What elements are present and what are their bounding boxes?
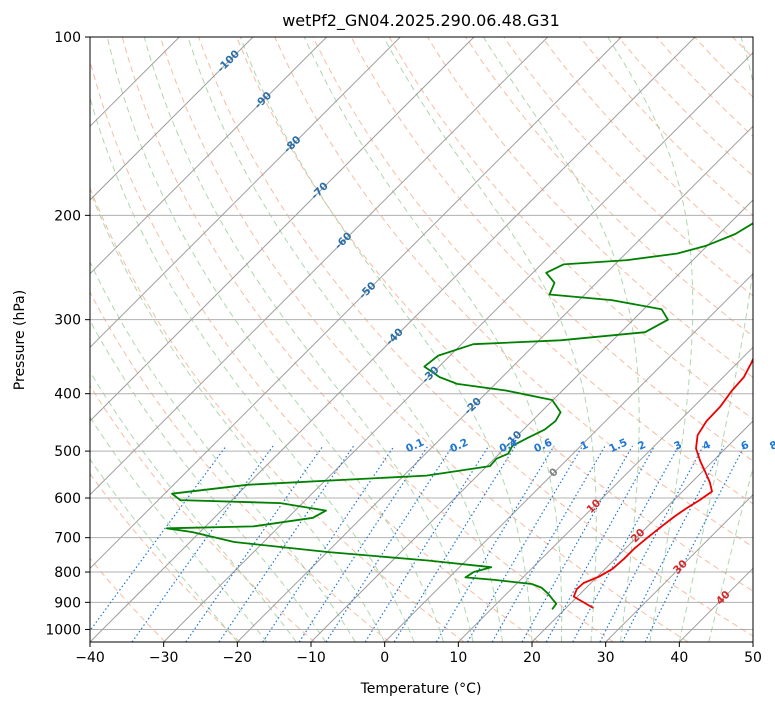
isotherm bbox=[384, 272, 753, 642]
moist-adiabat bbox=[303, 37, 563, 642]
y-tick-label: 900 bbox=[54, 595, 81, 611]
mixing-ratio-line bbox=[466, 445, 584, 642]
moist-adiabat bbox=[239, 37, 533, 642]
mixing-ratio-line bbox=[621, 445, 725, 642]
x-tick-label: 20 bbox=[523, 650, 541, 666]
moist-adiabat bbox=[187, 37, 503, 642]
moist-adiabat bbox=[90, 189, 386, 642]
moist-adiabat bbox=[90, 416, 268, 642]
isotherm bbox=[90, 37, 401, 349]
dewpoint-line bbox=[165, 222, 753, 610]
y-tick-label: 100 bbox=[54, 30, 81, 46]
x-axis-title: Temperature (°C) bbox=[360, 681, 482, 697]
moist-adiabat bbox=[90, 319, 327, 642]
mixing-ratio-label: 3 bbox=[672, 439, 684, 453]
isotherm bbox=[163, 51, 753, 642]
moist-adiabat bbox=[708, 466, 753, 642]
axes: −40 −30 −20 −10 0 10 20 30 40 50 100 200 300 400 500 60… bbox=[45, 30, 762, 666]
data-series bbox=[165, 222, 753, 610]
dry-adiabat bbox=[90, 472, 241, 642]
dry-adiabat bbox=[312, 37, 753, 505]
y-tick-label: 400 bbox=[54, 387, 81, 403]
mixing-ratio-label: 6 bbox=[739, 439, 751, 453]
dry-adiabat bbox=[350, 37, 753, 462]
mixing-ratio-label: 1 bbox=[579, 439, 591, 453]
isotherm bbox=[605, 493, 753, 642]
mixing-ratio-label: 4 bbox=[701, 439, 713, 453]
moist-adiabat bbox=[90, 458, 238, 642]
x-tick-label: 40 bbox=[670, 650, 688, 666]
mixing-ratio-label: 8 bbox=[768, 439, 775, 453]
mixing-ratio-line bbox=[364, 445, 490, 642]
moist-adiabat bbox=[607, 37, 694, 642]
x-tick-label: 30 bbox=[597, 650, 615, 666]
y-tick-label: 300 bbox=[54, 313, 81, 329]
moist-adiabat bbox=[106, 37, 445, 642]
x-tick-label: 10 bbox=[449, 650, 467, 666]
mixing-ratio-line bbox=[435, 445, 555, 642]
dry-adiabat bbox=[274, 37, 753, 548]
moist-adiabat bbox=[90, 260, 356, 642]
x-tick-label: −40 bbox=[75, 650, 105, 666]
x-tick-label: −30 bbox=[149, 650, 179, 666]
y-tick-label: 500 bbox=[54, 444, 81, 460]
dry-adiabat bbox=[388, 37, 753, 420]
dry-adiabat bbox=[236, 37, 753, 592]
isotherm bbox=[457, 346, 753, 642]
moist-adiabat bbox=[383, 37, 597, 642]
x-tick-label: −10 bbox=[296, 650, 326, 666]
background-lines bbox=[90, 37, 753, 642]
moist-adiabat bbox=[678, 37, 753, 642]
mixing-ratio-line bbox=[298, 445, 429, 642]
y-tick-label: 200 bbox=[54, 208, 81, 224]
isotherm bbox=[90, 37, 254, 201]
y-tick-label: 700 bbox=[54, 531, 81, 547]
dry-adiabat bbox=[426, 37, 753, 378]
mixing-ratio-line bbox=[262, 445, 395, 642]
chart-title: wetPf2_GN04.2025.290.06.48.G31 bbox=[282, 11, 560, 31]
mixing-ratio-line bbox=[218, 445, 355, 642]
moist-adiabat bbox=[90, 370, 297, 642]
y-tick-label: 600 bbox=[54, 491, 81, 507]
x-tick-label: 50 bbox=[744, 650, 762, 666]
dry-adiabat bbox=[465, 37, 753, 338]
moist-adiabat bbox=[143, 37, 474, 642]
dry-adiabat bbox=[503, 37, 753, 297]
x-tick-label: 0 bbox=[380, 650, 389, 666]
dry-adiabat bbox=[90, 384, 316, 642]
y-tick-label: 1000 bbox=[45, 622, 81, 638]
temperature-line bbox=[572, 357, 753, 609]
mixing-ratio-label: 2 bbox=[636, 439, 648, 453]
mixing-ratio-line bbox=[644, 445, 746, 642]
isotherm bbox=[90, 37, 475, 422]
isotherm bbox=[90, 37, 622, 570]
plot-frame bbox=[89, 36, 754, 643]
x-tick-label: −20 bbox=[223, 650, 253, 666]
mixing-ratio-line bbox=[521, 445, 634, 642]
isotherm bbox=[531, 420, 753, 642]
isotherm bbox=[90, 37, 696, 642]
dry-adiabat bbox=[159, 37, 689, 642]
dry-adiabat bbox=[90, 186, 465, 642]
mixing-ratio-line bbox=[545, 445, 656, 642]
y-axis-title: Pressure (hPa) bbox=[12, 290, 28, 390]
mixing-ratio-line bbox=[325, 445, 454, 642]
dry-adiabat bbox=[90, 59, 540, 642]
isotherm bbox=[90, 37, 549, 496]
moist-adiabat bbox=[482, 37, 640, 642]
isotherm bbox=[90, 37, 328, 275]
y-tick-label: 800 bbox=[54, 565, 81, 581]
isotherm bbox=[236, 125, 753, 642]
mixing-ratio-line bbox=[185, 445, 324, 642]
isotherm bbox=[310, 199, 753, 642]
mixing-ratio-line bbox=[131, 445, 274, 642]
